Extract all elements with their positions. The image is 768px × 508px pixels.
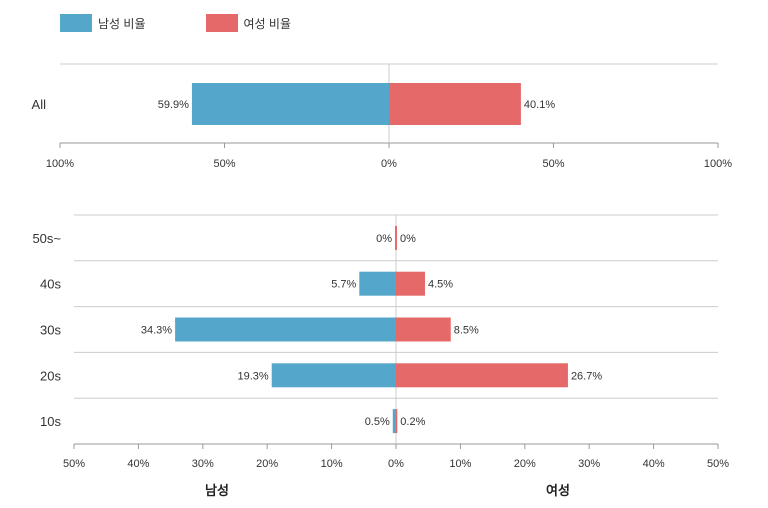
category-label: 40s	[40, 277, 61, 292]
bar-female	[396, 317, 451, 342]
data-label-male: 0%	[376, 233, 392, 245]
x-axis-label-male: 남성	[205, 483, 229, 498]
bar-female	[389, 83, 521, 125]
data-label-male: 5.7%	[331, 279, 356, 291]
bar-female	[396, 363, 568, 388]
data-label-female: 4.5%	[428, 279, 453, 291]
data-label-female: 26.7%	[571, 370, 602, 382]
bar-male	[271, 363, 396, 388]
bar-male	[395, 225, 396, 250]
x-tick-label: 0%	[388, 458, 404, 470]
x-tick-label: 10%	[449, 458, 471, 470]
x-axis-labels: 남성 여성	[0, 480, 768, 500]
bar-female	[396, 271, 425, 296]
x-tick-label: 50%	[542, 158, 564, 170]
category-label: 20s	[40, 368, 61, 383]
x-tick-label: 50%	[63, 458, 85, 470]
legend-swatch-female	[205, 14, 238, 32]
bar-male	[175, 317, 396, 342]
bar-male	[392, 409, 396, 434]
data-label-female: 0.2%	[400, 416, 425, 428]
x-tick-label: 0%	[381, 158, 397, 170]
x-tick-label: 100%	[704, 158, 732, 170]
legend-label-male: 남성 비율	[98, 16, 146, 31]
data-label-male: 0.5%	[365, 416, 390, 428]
legend: 남성 비율 여성 비율	[60, 14, 291, 32]
category-label: All	[32, 97, 47, 112]
x-axis-label-female: 여성	[546, 483, 570, 498]
category-label: 50s~	[32, 231, 61, 246]
x-tick-label: 100%	[46, 158, 74, 170]
data-label-male: 59.9%	[158, 99, 189, 111]
bar-female	[396, 409, 398, 434]
data-label-female: 8.5%	[454, 325, 479, 337]
x-tick-label: 30%	[192, 458, 214, 470]
bar-female	[396, 225, 397, 250]
x-tick-label: 50%	[707, 458, 729, 470]
data-label-female: 0%	[400, 233, 416, 245]
x-tick-label: 30%	[578, 458, 600, 470]
x-tick-label: 20%	[256, 458, 278, 470]
x-tick-label: 50%	[213, 158, 235, 170]
legend-label-female: 여성 비율	[243, 16, 292, 31]
x-tick-label: 20%	[514, 458, 536, 470]
bar-male	[191, 83, 389, 125]
data-label-male: 19.3%	[238, 370, 269, 382]
category-label: 30s	[40, 323, 61, 338]
legend-item-male[interactable]: 남성 비율	[60, 14, 146, 32]
x-tick-label: 40%	[127, 458, 149, 470]
data-label-female: 40.1%	[524, 99, 555, 111]
data-label-male: 34.3%	[141, 325, 172, 337]
category-label: 10s	[40, 414, 61, 429]
bar-male	[359, 271, 396, 296]
legend-swatch-male	[60, 14, 92, 32]
legend-item-female[interactable]: 여성 비율	[205, 14, 292, 32]
x-tick-label: 10%	[321, 458, 343, 470]
x-tick-label: 40%	[643, 458, 665, 470]
